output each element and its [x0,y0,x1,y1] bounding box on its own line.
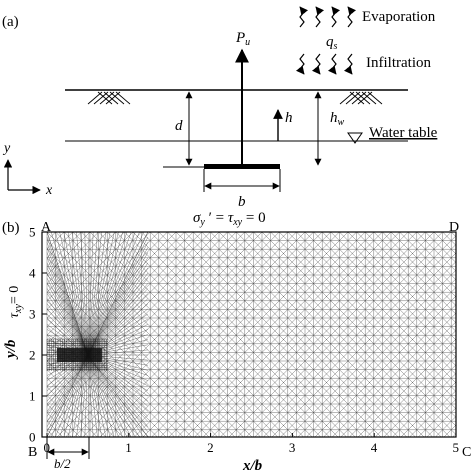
y-ticks: 0 1 2 3 4 5 [29,225,47,445]
panel-b: (b) A D B C σy ′ = τxy = 0 0 1 2 3 4 5 0 1 2 3 4 5… [2,210,471,474]
corner-c-label: C [462,445,471,460]
corner-a-label: A [41,220,52,235]
x-tick-label: 1 [125,440,132,455]
y-tick-label: 3 [29,307,36,322]
evaporation-arrows [299,6,357,28]
soil-hatch-right [339,91,383,105]
y-tick-label: 0 [29,430,36,445]
evaporation-label: Evaporation [362,9,436,25]
water-table-symbol [347,132,363,144]
x-tick-label: 3 [289,440,296,455]
panel-a-label: (a) [2,14,19,30]
axis-y-label: y [2,141,11,156]
infiltration-arrows [295,53,353,75]
width-label: b [238,194,246,210]
top-boundary-condition: σy ′ = τxy = 0 [193,210,266,228]
footing-zone [57,348,102,362]
water-table-label: Water table [369,125,438,141]
water-height-label: hw [330,110,345,128]
y-tick-label: 1 [29,389,36,404]
footing-plate [204,164,280,169]
corner-d-label: D [449,220,459,235]
x-axis-label: x/b [242,458,263,474]
plot-frame [41,231,457,438]
infiltration-label: Infiltration [366,55,431,71]
soil-hatch-left [87,91,131,105]
y-tick-label: 2 [29,348,36,363]
half-width-label: b/2 [54,456,71,471]
corner-b-label: B [28,445,37,460]
y-axis-label: y/b [3,339,19,360]
depth-label: d [175,118,183,134]
axis-x-label: x [45,183,53,198]
load-label: Pu [235,30,250,48]
left-boundary-condition: τxy= 0 [7,286,24,318]
x-tick-label: 4 [371,440,378,455]
y-tick-label: 5 [29,225,36,240]
x-tick-label: 5 [453,440,460,455]
panel-a: (a) Water table b Pu d [2,6,438,210]
flux-label: qs [326,34,338,52]
finite-element-mesh [46,232,456,437]
x-tick-label: 2 [207,440,214,455]
height-label: h [285,110,293,126]
y-tick-label: 4 [29,266,36,281]
panel-b-label: (b) [2,220,20,236]
